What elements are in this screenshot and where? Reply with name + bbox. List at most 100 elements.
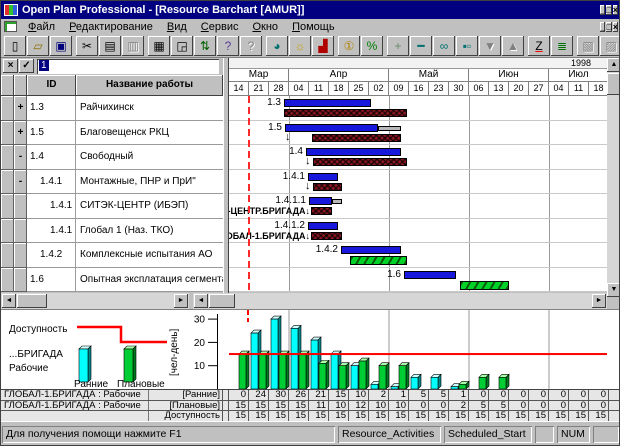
baseline-bar[interactable] (313, 158, 407, 166)
help-button[interactable]: ? (217, 35, 239, 56)
sort-button[interactable]: ⇅ (194, 35, 216, 56)
copy-button[interactable]: ▤ (99, 35, 121, 56)
value-cell: 15 (509, 411, 529, 421)
move-up-button[interactable]: ▲ (502, 35, 524, 56)
document-icon[interactable] (4, 21, 17, 32)
row-selector[interactable] (1, 218, 14, 243)
menu-item-3[interactable]: Вид (166, 20, 187, 33)
value-cell: 15 (529, 411, 549, 421)
minimize-button[interactable]: _ (600, 5, 606, 15)
baseline-bar[interactable] (311, 231, 342, 240)
app-icon[interactable] (4, 4, 18, 16)
cut-button[interactable]: ✂ (76, 35, 98, 56)
early-bar[interactable] (284, 99, 371, 107)
expander-button[interactable]: - (14, 145, 27, 170)
chart-h-scrollbar[interactable]: ◄ ► (193, 293, 607, 309)
remove-button[interactable]: ━ (410, 35, 432, 56)
sort-z-button[interactable]: Z (528, 35, 550, 56)
save-file-button[interactable]: ▣ (50, 35, 72, 56)
early-bar[interactable] (308, 172, 338, 181)
week-header: 04 (549, 82, 569, 96)
close-button[interactable]: × (612, 5, 618, 15)
child-minimize-button[interactable]: _ (600, 21, 606, 32)
percent-button[interactable]: % (361, 35, 383, 56)
pane-splitter[interactable] (223, 58, 229, 309)
scroll-left-button[interactable]: ◄ (194, 294, 208, 308)
table-h-scrollbar[interactable]: ◄ ► (1, 293, 189, 309)
v-scroll-thumb[interactable] (607, 73, 619, 95)
h-scroll-thumb[interactable] (17, 294, 47, 308)
row-selector[interactable] (1, 267, 14, 292)
expander-column-header[interactable] (14, 75, 27, 96)
name-column-header[interactable]: Название работы (76, 75, 223, 96)
selector-column-header[interactable] (1, 75, 14, 96)
scroll-left-button[interactable]: ◄ (2, 294, 16, 308)
row-selector[interactable] (1, 145, 14, 170)
late-bar[interactable] (460, 280, 509, 290)
menu-item-6[interactable]: Помощь (292, 20, 335, 33)
subtask-button[interactable]: ▪▫ (456, 35, 478, 56)
menu-item-5[interactable]: Окно (252, 20, 279, 33)
menu-item-2[interactable]: Редактирование (69, 20, 153, 33)
h-scroll-thumb[interactable] (209, 294, 235, 308)
value-cell: 11 (309, 401, 329, 411)
early-bar[interactable] (306, 148, 401, 156)
clock-button[interactable]: ◕ (266, 35, 288, 56)
stripes-button[interactable]: ≣ (551, 35, 573, 56)
confirm-button[interactable]: ✓ (19, 59, 34, 73)
print-preview-button[interactable]: ◲ (171, 35, 193, 56)
expander-button[interactable]: - (14, 169, 27, 194)
float-bar[interactable] (332, 199, 342, 204)
early-bar[interactable] (341, 246, 401, 254)
scrollbar-splitter[interactable] (189, 293, 193, 309)
checkmark-icon: ✓ (22, 60, 31, 71)
add-button[interactable]: + (387, 35, 409, 56)
barchart-button[interactable]: ▟ (312, 35, 334, 56)
context-help-button[interactable]: ? (240, 35, 262, 56)
new-file-button[interactable]: ▯ (4, 35, 26, 56)
link-button[interactable]: ∞ (433, 35, 455, 56)
menu-item-1[interactable]: Файл (28, 20, 56, 33)
child-close-button[interactable]: × (612, 21, 618, 32)
extra-2-button[interactable]: ▨ (600, 35, 619, 56)
row-selector[interactable] (1, 194, 14, 219)
extra-1-button[interactable]: ▧ (577, 35, 599, 56)
restore-button[interactable]: □ (606, 5, 612, 15)
move-down-button[interactable]: ▼ (479, 35, 501, 56)
scroll-down-button[interactable]: ▼ (607, 283, 619, 297)
bird-button[interactable]: ☼ (289, 35, 311, 56)
early-bar[interactable] (285, 123, 378, 132)
cell-edit-input[interactable]: 1 (37, 59, 219, 74)
float-bar[interactable] (378, 125, 401, 131)
early-bar[interactable] (308, 221, 338, 230)
print-button[interactable]: ▦ (148, 35, 170, 56)
cancel-button[interactable]: × (3, 59, 18, 73)
id-column-header[interactable]: ID работы (27, 75, 76, 110)
expander-button[interactable]: + (14, 120, 27, 145)
scroll-right-button[interactable]: ► (174, 294, 188, 308)
menu-item-4[interactable]: Сервис (200, 20, 239, 33)
week-header: 16 (409, 82, 429, 96)
child-restore-button[interactable]: □ (606, 21, 612, 32)
early-bar[interactable] (404, 270, 456, 279)
row-selector[interactable] (1, 96, 14, 121)
open-file-button[interactable]: ▱ (27, 35, 49, 56)
open-file-icon: ▱ (33, 38, 43, 53)
scroll-up-button[interactable]: ▲ (607, 58, 619, 72)
baseline-bar[interactable] (311, 207, 332, 215)
baseline-bar[interactable] (313, 182, 342, 191)
chart-v-scrollbar[interactable]: ▲ ▼ (607, 58, 619, 297)
early-bar[interactable] (309, 197, 332, 205)
row-selector[interactable] (1, 120, 14, 145)
row-selector[interactable] (1, 169, 14, 194)
baseline-bar[interactable] (284, 109, 407, 117)
row-selector[interactable] (1, 243, 14, 268)
coin-button[interactable]: ① (338, 35, 360, 56)
new-file-icon: ▯ (11, 38, 19, 53)
baseline-bar[interactable] (312, 133, 401, 142)
late-bar[interactable] (350, 256, 407, 265)
status-bar: Для получения помощи нажмите F1 Resource… (1, 421, 619, 445)
scroll-right-button[interactable]: ► (592, 294, 606, 308)
expander-button[interactable]: + (14, 96, 27, 121)
paste-button[interactable]: ▥ (122, 35, 144, 56)
